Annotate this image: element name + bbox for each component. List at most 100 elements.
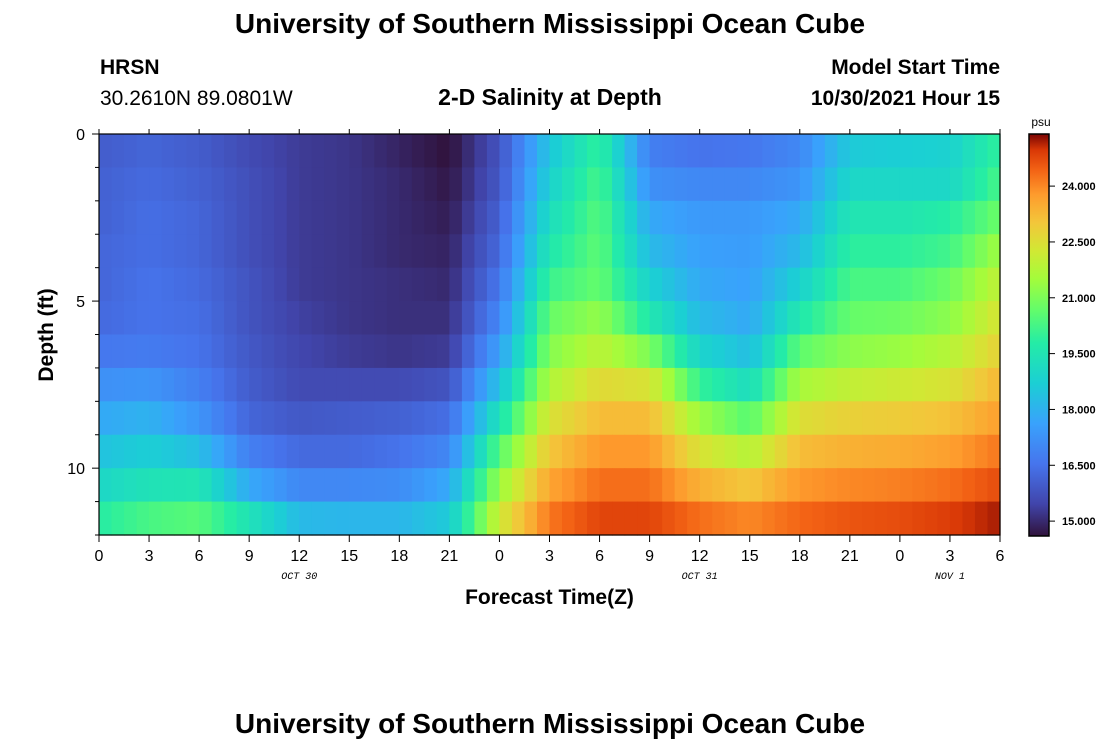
heatmap-cell [424,401,438,436]
heatmap-cell [286,334,300,369]
heatmap-cell [249,301,263,336]
heatmap-cell [299,367,313,402]
heatmap-cell [962,301,976,336]
heatmap-cell [449,267,463,302]
heatmap-cell [949,301,964,336]
heatmap-cell [912,434,926,469]
heatmap-cell [524,367,538,402]
heatmap-cell [737,200,751,235]
heatmap-cell [799,134,813,169]
heatmap-cell [787,334,801,369]
heatmap-cell [161,134,175,169]
heatmap-cell [174,134,188,169]
heatmap-cell [174,468,188,503]
heatmap-cell [587,134,601,169]
heatmap-cell [599,301,613,336]
heatmap-cell [637,134,651,169]
heatmap-cell [849,501,863,536]
heatmap-cell [224,468,238,503]
heatmap-cell [349,367,363,402]
heatmap-cell [812,334,826,369]
heatmap-cell [199,267,213,302]
heatmap-cell [186,167,200,202]
heatmap-cell [311,267,325,302]
heatmap-cell [637,301,651,336]
colorbar: psu 15.000 16.500 18.000 19.500 21.000 22.500… [1028,115,1096,537]
heatmap-cell [662,334,676,369]
heatmap-cell [124,334,138,369]
colorbar-tick-label: 24.000 [1062,181,1096,193]
heatmap-cell [99,401,113,436]
heatmap-cell [874,434,888,469]
heatmap-cell [136,401,150,436]
heatmap-cell [637,401,651,436]
heatmap-cell [374,367,388,402]
heatmap-cell [737,234,751,269]
heatmap-cell [149,134,163,169]
heatmap-cell [624,334,638,369]
heatmap-cell [411,401,425,436]
heatmap-cell [436,501,450,536]
heatmap-cell [311,167,325,202]
model-start-label: Model Start Time [831,56,1000,79]
heatmap-cell [987,468,1001,503]
y-axis-ticks: 0 5 10 [67,127,99,536]
heatmap-cell [974,167,989,202]
heatmap-cell [149,267,163,302]
heatmap-cell [136,267,150,302]
heatmap-cell [349,200,363,235]
heatmap-cell [399,434,413,469]
heatmap-cell [799,301,813,336]
heatmap-cell [824,468,838,503]
heatmap-cell [937,501,951,536]
heatmap-cell [924,334,939,369]
heatmap-cell [199,401,213,436]
heatmap-cell [249,167,263,202]
heatmap-cell [424,367,438,402]
heatmap-cell [211,167,225,202]
heatmap-cell [612,234,626,269]
heatmap-cell [111,200,125,235]
heatmap-cell [261,367,275,402]
heatmap-cell [849,267,863,302]
heatmap-cell [286,234,300,269]
heatmap-cell [749,301,763,336]
heatmap-cell [499,434,513,469]
heatmap-cell [461,401,476,436]
heatmap-cell [461,468,476,503]
heatmap-cell [111,434,125,469]
heatmap-cell [549,367,563,402]
heatmap-cell [486,434,501,469]
heatmap-cell [799,367,813,402]
heatmap-cell [336,234,350,269]
heatmap-cell [286,468,300,503]
colorbar-unit: psu [1031,115,1050,129]
heatmap-cell [224,434,238,469]
heatmap-cell [99,367,113,402]
heatmap-cell [199,200,213,235]
heatmap-cell [249,267,263,302]
heatmap-cell [449,367,463,402]
heatmap-cell [499,200,513,235]
colorbar-tick-label: 18.000 [1062,404,1096,416]
heatmap-cell [511,234,526,269]
heatmap-cell [712,167,726,202]
heatmap-cell [324,200,338,235]
heatmap-cell [336,301,350,336]
heatmap-cell [236,301,250,336]
heatmap-cell [549,301,563,336]
heatmap-cell [699,301,713,336]
heatmap-cell [211,401,225,436]
heatmap-cell [261,134,275,169]
heatmap-cell [924,134,939,169]
heatmap-cell [411,434,425,469]
heatmap-cell [874,200,888,235]
heatmap-cell [261,401,275,436]
heatmap-cell [549,334,563,369]
heatmap-cell [136,301,150,336]
heatmap-cell [474,468,488,503]
heatmap-cell [324,301,338,336]
heatmap-cell [987,234,1001,269]
heatmap-cell [486,334,501,369]
heatmap-cell [99,134,113,169]
